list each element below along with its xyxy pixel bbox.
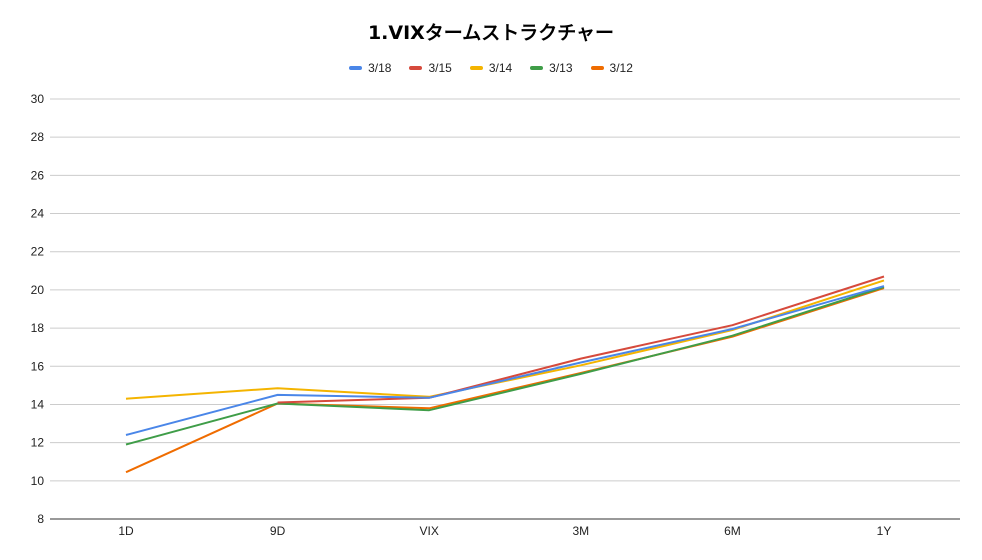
legend-label-3-15: 3/15 [428,61,452,75]
grid-lines [50,98,960,520]
legend-item-3-18[interactable]: 3/18 [349,61,391,75]
x-tick-label: 9D [270,524,286,538]
y-tick-label: 28 [31,130,45,144]
x-tick-label: 1D [118,524,134,538]
x-tick-label: 1Y [877,524,892,538]
series-line-3-18[interactable] [125,285,885,436]
legend-item-3-14[interactable]: 3/14 [469,61,513,75]
x-tick-labels: 1D 9D VIX 3M 6M 1Y [118,524,891,538]
y-tick-label: 22 [31,245,45,259]
y-tick-label: 30 [31,92,45,106]
y-tick-label: 14 [31,397,45,411]
y-tick-labels: 8 10 12 14 16 18 20 22 24 26 28 30 [31,92,45,526]
legend-swatch-3-12 [590,66,604,70]
series-lines [125,275,885,474]
legend-label-3-13: 3/13 [549,61,573,75]
legend-swatch-3-13 [530,66,544,70]
y-tick-label: 20 [31,283,45,297]
y-tick-label: 10 [31,474,45,488]
legend-swatch-3-18 [349,66,363,70]
legend-label-3-12: 3/12 [609,61,633,75]
legend-item-3-13[interactable]: 3/13 [530,61,573,75]
legend-swatch-3-14 [469,66,483,70]
x-tick-label: 3M [572,524,589,538]
chart-legend: 3/18 3/15 3/14 3/13 3/12 [0,61,982,75]
legend-label-3-18: 3/18 [368,61,392,75]
legend-item-3-15[interactable]: 3/15 [409,61,452,75]
y-tick-label: 18 [31,321,45,335]
y-tick-label: 8 [37,512,44,526]
legend-swatch-3-15 [409,66,423,70]
y-tick-label: 16 [31,359,45,373]
x-tick-label: VIX [420,524,439,538]
y-tick-label: 12 [31,436,45,450]
x-tick-label: 6M [724,524,741,538]
chart-title: 1.VIXタームストラクチャー [367,22,615,44]
y-tick-label: 26 [31,168,45,182]
legend-label-3-14: 3/14 [488,61,513,75]
series-line-3-15[interactable] [277,275,885,404]
series-line-3-13[interactable] [125,286,885,446]
legend-item-3-12[interactable]: 3/12 [590,61,633,75]
y-tick-label: 24 [31,207,45,221]
